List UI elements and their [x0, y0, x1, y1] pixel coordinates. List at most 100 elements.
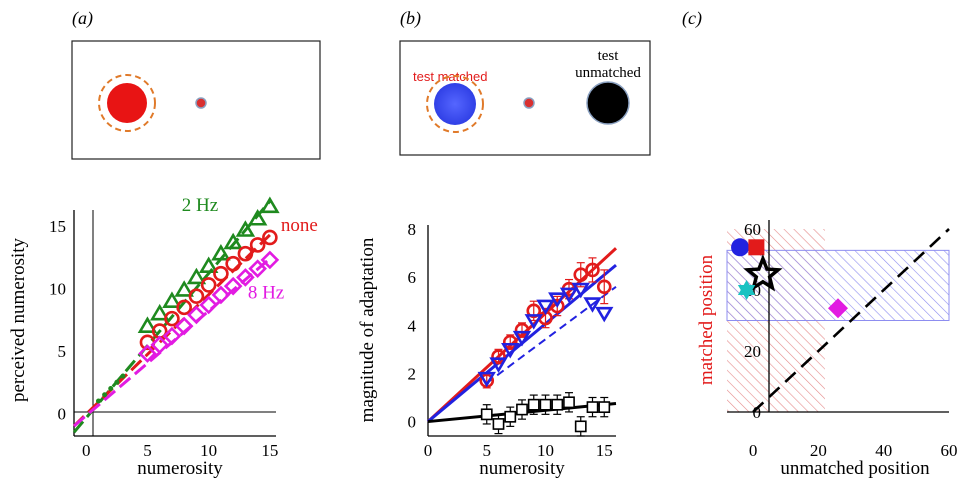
y-tick-label: 6 [408, 268, 417, 287]
data-point [536, 299, 555, 316]
fixation-dot [523, 97, 535, 109]
data-point [198, 256, 219, 274]
y-tick-label: 10 [49, 280, 66, 299]
x-axis-title: numerosity [479, 458, 565, 479]
data-point [551, 398, 564, 411]
orange-dashed-ring [98, 74, 156, 132]
point-magenta-diamond [828, 298, 848, 319]
x-tick-label: 5 [483, 441, 492, 460]
test-unmatched-label-line1: test [598, 48, 620, 64]
y-tick-label: 4 [408, 316, 417, 335]
data-point [247, 209, 268, 226]
adaptor-red-disc [107, 83, 147, 123]
x-axis-title: numerosity [137, 458, 223, 479]
panel-label-c: (c) [682, 8, 702, 29]
data-point [137, 316, 158, 333]
y-tick-label: 2 [408, 364, 417, 383]
data-point [235, 220, 256, 237]
data-point [187, 305, 206, 325]
data-point [527, 398, 540, 411]
y-tick-label: 0 [408, 413, 417, 432]
data-point [188, 288, 205, 304]
data-point [516, 403, 528, 416]
panel-label-b: (b) [400, 8, 421, 29]
data-point [174, 280, 194, 297]
x-tick-label: 0 [424, 441, 433, 460]
y-tick-label: 5 [58, 342, 67, 361]
series-label-none: none [281, 215, 318, 236]
data-point [200, 277, 217, 293]
fixation-dot [195, 97, 207, 109]
data-point [211, 285, 231, 305]
data-point [574, 420, 587, 433]
y-axis-title: magnitude of adaptation [357, 237, 378, 422]
identity-line [752, 228, 950, 413]
data-point [559, 287, 579, 304]
data-point [223, 276, 243, 296]
data-point [213, 265, 229, 282]
test-blue-disc [434, 83, 476, 125]
data-points [477, 257, 614, 437]
test-black-disc [586, 81, 630, 125]
x-tick-label: 60 [941, 441, 958, 460]
data-point [149, 303, 170, 321]
data-point [595, 306, 614, 323]
data-point [162, 291, 182, 308]
data-point [502, 334, 518, 350]
y-tick-label: 0 [58, 405, 67, 424]
data-point [548, 292, 567, 308]
data-point [262, 229, 278, 246]
data-point [138, 344, 157, 363]
tick-labels: 02040600204060 [744, 220, 958, 460]
point-blue-circle [731, 238, 750, 257]
test-matched-label: test matched [413, 69, 487, 84]
y-axis-title: matched position [696, 254, 717, 385]
point-red-square [748, 239, 765, 256]
x-tick-label: 20 [810, 441, 827, 460]
stimulus-a [71, 40, 321, 160]
low-data-point [120, 373, 126, 379]
data-point [162, 326, 182, 346]
data-point [249, 237, 266, 253]
data-point [524, 314, 543, 330]
data-point [223, 232, 243, 250]
x-tick-label: 0 [749, 441, 758, 460]
data-point [176, 299, 192, 316]
data-point [186, 267, 207, 285]
data-point [526, 303, 542, 319]
data-point [237, 245, 254, 262]
data-point [539, 398, 552, 411]
chart-a: 0 5 10 15 0 5 10 15 2 Hz none 8 Hz numerosity per… [8, 195, 318, 479]
x-tick-label: 5 [143, 441, 152, 460]
data-point [514, 322, 530, 338]
y-tick-label: 60 [744, 220, 761, 239]
data-point [199, 295, 218, 315]
data-point [477, 371, 496, 388]
tick-labels: 0 5 10 15 0 2 4 6 8 [408, 220, 613, 460]
data-point [549, 298, 565, 314]
stimulus-b: test matched test unmatched [399, 40, 651, 156]
orange-dashed-ring [426, 75, 484, 133]
data-points [731, 238, 848, 319]
data-point [248, 259, 267, 278]
x-tick-label: 0 [82, 441, 91, 460]
data-point [236, 268, 255, 287]
data-point [491, 349, 506, 364]
low-data-point [102, 392, 108, 398]
low-data-point [108, 386, 114, 392]
data-point [596, 279, 612, 295]
y-tick-label: 20 [744, 342, 761, 361]
x-tick-label: 10 [200, 441, 217, 460]
data-point [501, 342, 520, 359]
data-point [211, 243, 231, 261]
series-label-2hz: 2 Hz [182, 195, 218, 216]
data-points: 2 Hz none 8 Hz [95, 195, 318, 404]
low-data-point [95, 398, 101, 404]
identity-line [752, 228, 950, 413]
x-tick-label: 15 [261, 441, 278, 460]
data-point [571, 282, 590, 299]
point-cyan-star [737, 285, 756, 300]
x-axis-title: unmatched position [780, 458, 930, 479]
data-point [150, 335, 170, 355]
